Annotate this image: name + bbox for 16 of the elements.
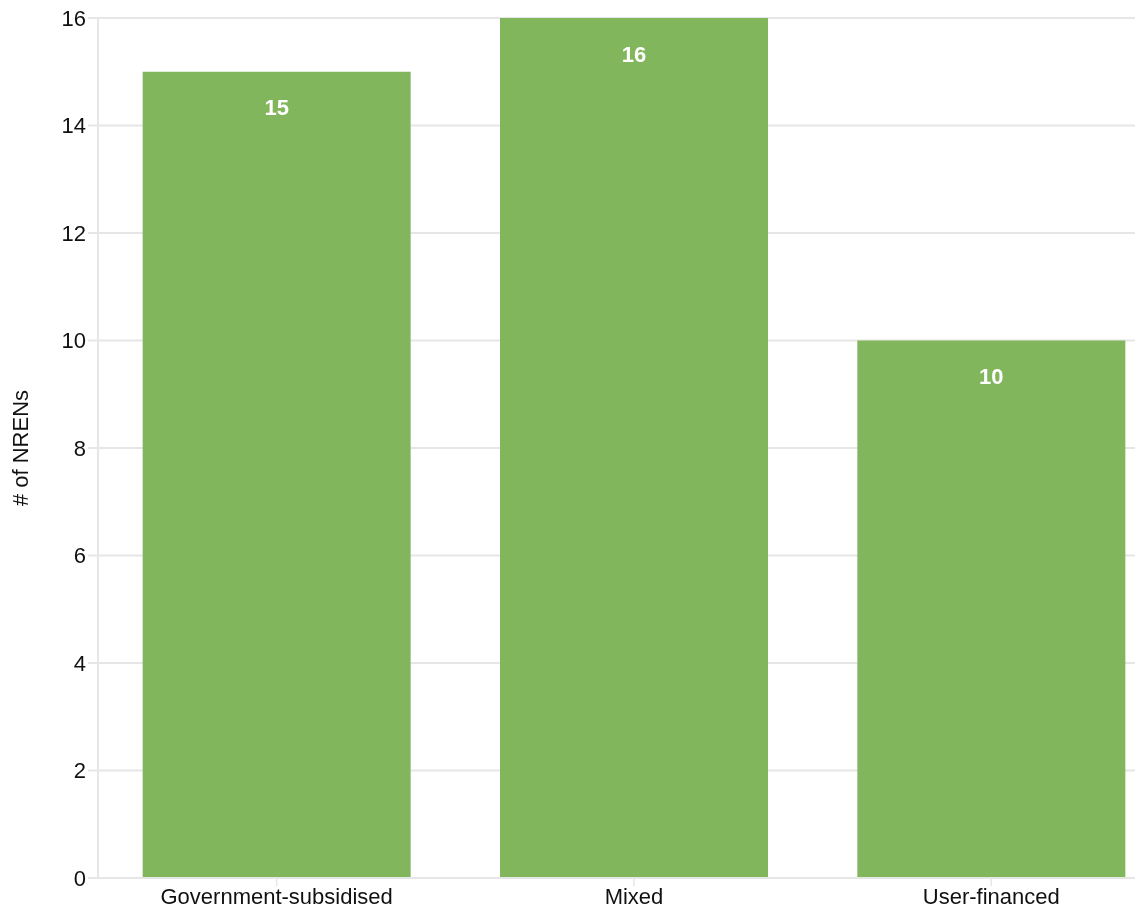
y-tick-label: 14 <box>61 113 86 139</box>
y-tick-label: 16 <box>61 5 86 31</box>
x-tick-label: Mixed <box>604 883 664 909</box>
y-tick-label: 10 <box>61 328 86 354</box>
y-tick-label: 0 <box>73 865 86 891</box>
x-tick-label: User-financed <box>922 883 1060 909</box>
y-tick-label: 8 <box>73 435 86 461</box>
data-label: 16 <box>621 41 647 67</box>
y-tick-label: 6 <box>73 543 86 569</box>
data-label: 15 <box>264 95 289 121</box>
y-tick-label: 2 <box>73 758 86 784</box>
y-tick-label: 12 <box>61 220 86 246</box>
y-tick-label: 4 <box>73 650 86 676</box>
x-tick-label: Government-subsidised <box>160 883 393 909</box>
y-axis-title: # of NRENs <box>7 389 33 507</box>
data-label: 10 <box>979 364 1004 390</box>
